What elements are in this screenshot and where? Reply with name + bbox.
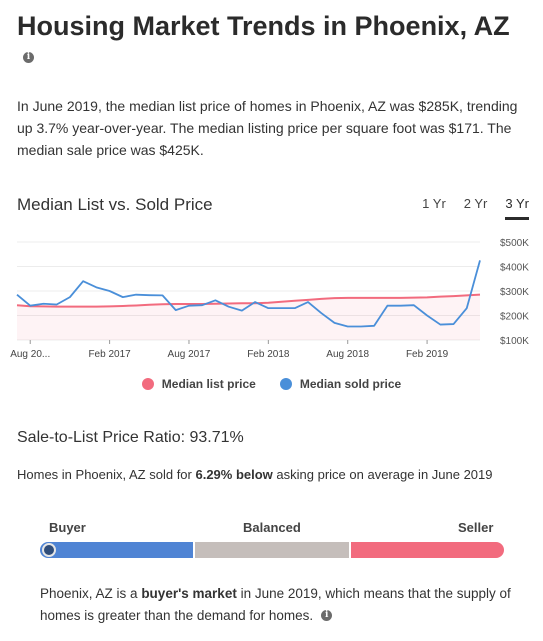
x-tick-label: Feb 2017 (88, 349, 131, 360)
legend-list[interactable]: Median list price (141, 377, 256, 391)
sold-below-text: Homes in Phoenix, AZ sold for 6.29% belo… (17, 467, 493, 482)
page-title: Housing Market Trends in Phoenix, AZi (17, 11, 510, 64)
legend-list-swatch (141, 378, 154, 390)
meter-label-buyer: Buyer (49, 520, 86, 535)
y-tick-label: $100K (500, 336, 529, 347)
x-tick-label: Aug 20... (10, 349, 50, 360)
legend-list-label: Median list price (161, 377, 256, 391)
legend-sold-label: Median sold price (299, 377, 402, 391)
meter-segment-seller (350, 542, 504, 558)
info-icon[interactable]: i (23, 52, 34, 64)
chart-title: Median List vs. Sold Price (17, 195, 213, 214)
range-tabs: 1 Yr 2 Yr 3 Yr (404, 196, 529, 220)
chart-legend: Median list price Median sold price (0, 377, 543, 391)
meter-segment-buyer (40, 542, 194, 558)
meter-label-balanced: Balanced (243, 520, 301, 535)
market-type: buyer's market (141, 586, 237, 601)
summary-text: In June 2019, the median list price of h… (17, 98, 518, 158)
tab-2yr[interactable]: 2 Yr (463, 196, 488, 211)
sale-to-list-ratio: Sale-to-List Price Ratio: 93.71% (17, 429, 244, 446)
x-tick-label: Aug 2018 (326, 349, 369, 360)
tab-3yr[interactable]: 3 Yr (505, 196, 529, 220)
list-price-area (17, 294, 480, 340)
tab-1yr[interactable]: 1 Yr (422, 196, 446, 211)
y-tick-label: $300K (500, 287, 529, 298)
x-tick-label: Feb 2018 (247, 349, 290, 360)
market-meter (40, 542, 504, 558)
y-tick-label: $200K (500, 312, 529, 323)
legend-sold[interactable]: Median sold price (279, 377, 402, 391)
x-tick-label: Aug 2017 (168, 349, 211, 360)
market-description: Phoenix, AZ is a buyer's market in June … (40, 586, 511, 623)
meter-label-seller: Seller (458, 520, 494, 535)
x-tick-label: Feb 2019 (406, 349, 449, 360)
y-tick-label: $500K (500, 238, 529, 249)
meter-segment-balanced (195, 542, 349, 558)
y-tick-label: $400K (500, 263, 529, 274)
legend-sold-swatch (279, 378, 292, 390)
list-price-line (16, 293, 481, 308)
price-chart: $500K $400K $300K $200K $100K Aug 20... Feb 20… (10, 238, 529, 360)
sold-below-highlight: 6.29% below (195, 467, 273, 482)
info-icon[interactable]: i (321, 609, 333, 621)
meter-indicator (42, 543, 56, 557)
sold-price-line (16, 260, 481, 328)
